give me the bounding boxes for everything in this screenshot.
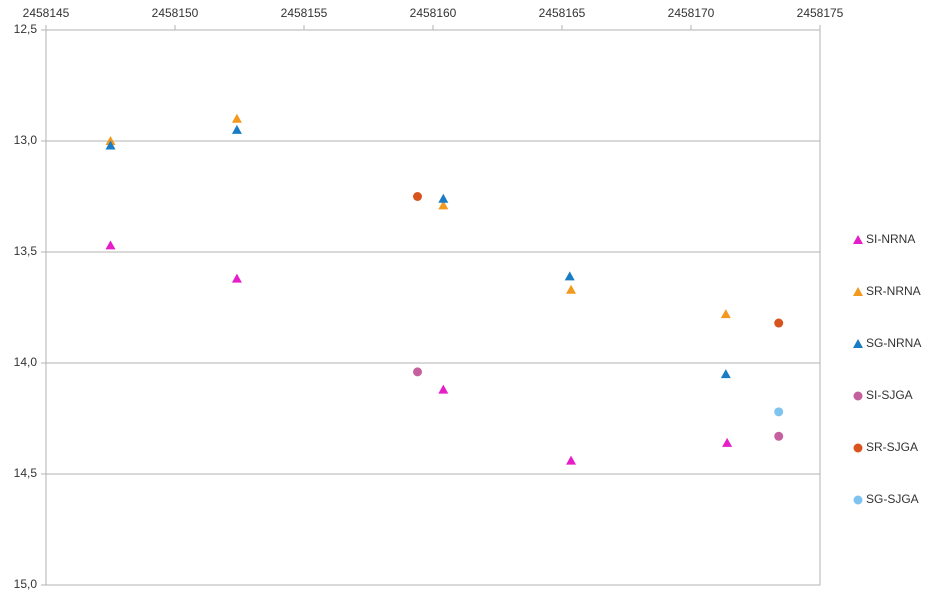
x-tick-label: 2458170 — [668, 6, 715, 20]
data-point — [722, 437, 733, 447]
x-tick-label: 2458165 — [539, 6, 586, 20]
data-point — [413, 192, 423, 201]
x-tick-label: 2458160 — [410, 6, 457, 20]
data-point — [438, 193, 449, 203]
legend-label: SI-SJGA — [866, 388, 913, 402]
y-tick-label: 13,0 — [14, 133, 38, 147]
data-point — [438, 384, 449, 394]
y-tick-label: 14,0 — [14, 355, 38, 369]
y-tick-label: 14,5 — [14, 466, 38, 480]
data-point — [720, 369, 731, 379]
legend-marker — [853, 287, 863, 296]
data-point — [720, 309, 731, 319]
legend-label: SI-NRNA — [866, 232, 915, 246]
data-point — [231, 113, 242, 123]
legend-marker — [853, 235, 863, 244]
data-point — [566, 284, 577, 294]
legend-marker — [853, 495, 863, 505]
data-point — [774, 407, 784, 417]
data-point — [438, 200, 449, 210]
data-point — [774, 431, 784, 441]
y-tick-label: 12,5 — [14, 22, 38, 36]
x-tick-label: 2458150 — [152, 6, 199, 20]
legend-marker — [853, 391, 863, 401]
legend-label: SR-NRNA — [866, 284, 921, 298]
data-point — [774, 318, 784, 328]
x-tick-label: 2458145 — [23, 6, 70, 20]
y-tick-label: 13,5 — [14, 244, 38, 258]
legend-marker — [853, 443, 863, 453]
legend-marker — [853, 339, 863, 348]
data-point — [105, 240, 116, 250]
legend-label: SG-SJGA — [866, 492, 919, 506]
x-tick-label: 2458155 — [281, 6, 328, 20]
x-tick-label: 2458175 — [797, 6, 844, 20]
y-tick-label: 15,0 — [14, 577, 38, 591]
data-point — [566, 455, 577, 465]
legend-label: SG-NRNA — [866, 336, 921, 350]
legend-label: SR-SJGA — [866, 440, 918, 454]
data-point — [105, 140, 116, 150]
data-point — [564, 271, 575, 281]
plot-area — [45, 29, 821, 586]
data-point — [231, 124, 242, 134]
data-point — [413, 367, 423, 377]
data-point — [231, 273, 242, 283]
